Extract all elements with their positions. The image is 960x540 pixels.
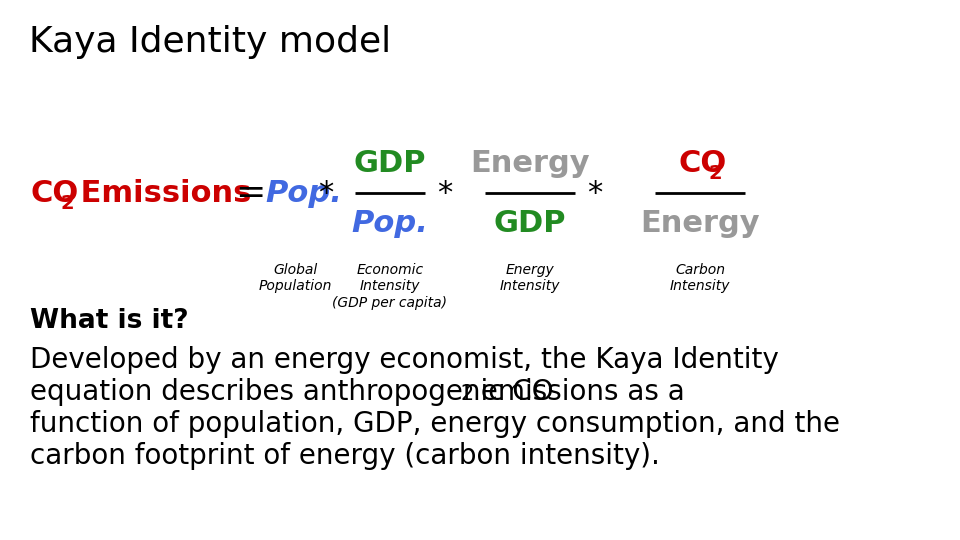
Text: *: * <box>318 179 333 208</box>
Text: 2: 2 <box>60 194 74 213</box>
Text: Energy
Intensity: Energy Intensity <box>500 263 561 293</box>
Text: Energy: Energy <box>640 209 759 238</box>
Text: What is it?: What is it? <box>30 308 188 334</box>
Text: Kaya Identity model: Kaya Identity model <box>29 25 391 59</box>
Text: *: * <box>437 179 452 208</box>
Text: Emissions: Emissions <box>70 179 252 208</box>
Text: GDP: GDP <box>493 209 566 238</box>
Text: Pop.: Pop. <box>265 179 342 208</box>
Text: 2: 2 <box>708 164 722 183</box>
Text: Developed by an energy economist, the Kaya Identity: Developed by an energy economist, the Ka… <box>30 346 779 374</box>
Text: Energy: Energy <box>470 148 589 178</box>
Text: =: = <box>235 176 265 210</box>
Text: equation describes anthropogenic CO: equation describes anthropogenic CO <box>30 378 554 406</box>
Text: CO: CO <box>678 148 727 178</box>
Text: Carbon
Intensity: Carbon Intensity <box>670 263 731 293</box>
Text: Economic
Intensity
(GDP per capita): Economic Intensity (GDP per capita) <box>332 263 447 309</box>
Text: CO: CO <box>30 179 79 208</box>
Text: emissions as a: emissions as a <box>472 378 684 406</box>
Text: function of population, GDP, energy consumption, and the: function of population, GDP, energy cons… <box>30 410 840 438</box>
Text: carbon footprint of energy (carbon intensity).: carbon footprint of energy (carbon inten… <box>30 442 660 470</box>
Text: Global
Population: Global Population <box>258 263 332 293</box>
Text: *: * <box>587 179 602 208</box>
Text: GDP: GDP <box>353 148 426 178</box>
Text: 2: 2 <box>460 384 473 404</box>
Text: Pop.: Pop. <box>351 209 428 238</box>
